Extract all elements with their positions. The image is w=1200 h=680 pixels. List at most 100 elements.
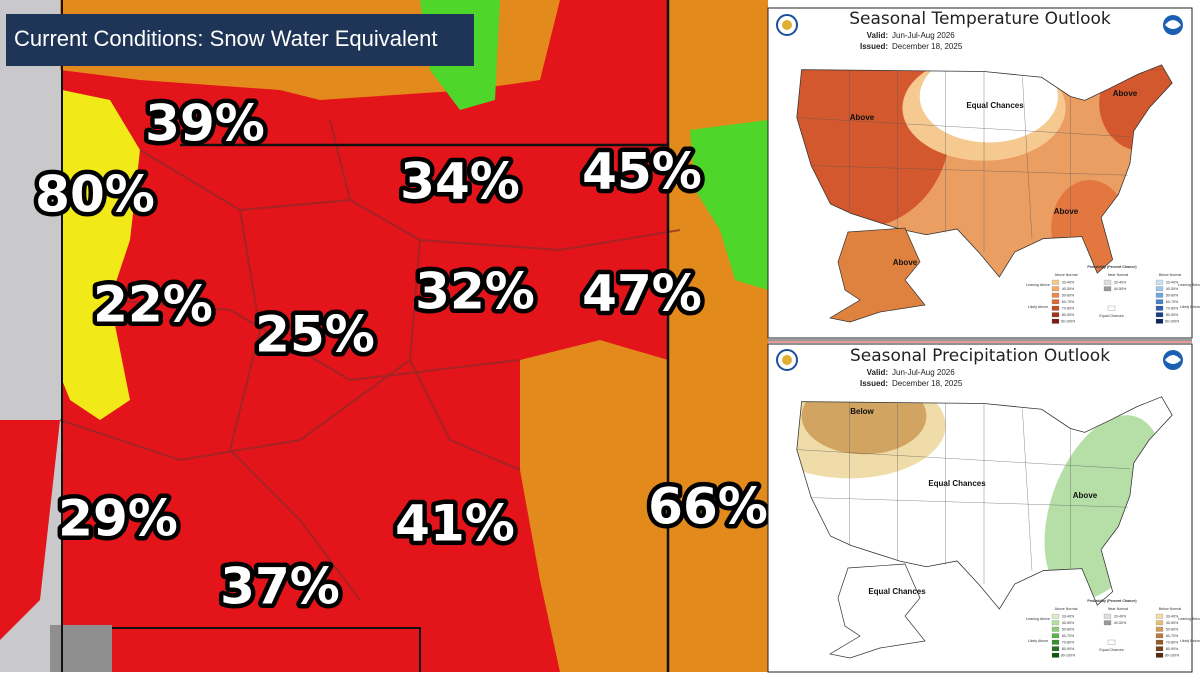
legend-side-label: Likely Below — [1180, 305, 1200, 309]
legend-bin: 40-50% — [1166, 621, 1179, 625]
alaska — [829, 227, 926, 323]
legend-swatch — [1155, 299, 1164, 305]
legend-bin: 70-80% — [1166, 641, 1179, 645]
legend-bin: 33-40% — [1114, 281, 1127, 285]
legend-title: Probability (Percent Chance) — [1087, 599, 1137, 603]
snow-map — [0, 0, 768, 672]
legend-swatch — [1155, 613, 1164, 619]
legend-swatch — [1051, 646, 1060, 652]
legend-bin: 40-50% — [1062, 621, 1075, 625]
legend-bin: 33-40% — [1166, 281, 1179, 285]
legend-swatch — [1155, 639, 1164, 645]
legend-column: Above Normal — [1055, 607, 1078, 611]
percent-label: 32% — [415, 263, 535, 321]
legend-swatch — [1155, 652, 1164, 658]
legend-swatch — [1051, 279, 1060, 285]
valid-period: Jun-Jul-Aug 2026 — [892, 31, 955, 40]
precipitation-title: Seasonal Precipitation Outlook — [850, 346, 1110, 366]
legend-bin: 50-60% — [1166, 628, 1179, 632]
legend-swatch — [1155, 626, 1164, 632]
legend-side-label: Likely Above — [1028, 305, 1048, 309]
legend-bin: 80-90% — [1062, 647, 1075, 651]
legend-bin: 50-60% — [1062, 294, 1075, 298]
legend-swatch — [1051, 613, 1060, 619]
legend-swatch — [1155, 279, 1164, 285]
map-label: Above — [1113, 89, 1138, 98]
legend-side-label: Leaning Below — [1178, 617, 1200, 621]
legend-swatch — [1051, 318, 1060, 324]
legend-column: Near Normal — [1108, 273, 1129, 277]
map-label: Below — [850, 407, 874, 416]
legend-swatch — [1155, 305, 1164, 311]
legend-swatch — [1051, 652, 1060, 658]
percent-label: 34% — [400, 153, 520, 211]
legend-swatch — [1051, 286, 1060, 292]
legend-swatch — [1103, 613, 1112, 619]
legend-bin: 90-100% — [1165, 320, 1180, 324]
valid-label: Valid: — [867, 368, 888, 377]
map-label: Above — [1073, 491, 1098, 500]
valid-period: Jun-Jul-Aug 2026 — [892, 368, 955, 377]
percent-label: 39% — [145, 95, 265, 153]
legend-bin: 90-100% — [1061, 654, 1076, 658]
legend-bin: 40-50% — [1062, 287, 1075, 291]
valid-label: Valid: — [867, 31, 888, 40]
legend-bin: 33-40% — [1166, 615, 1179, 619]
legend-bin: 60-70% — [1062, 634, 1075, 638]
legend-swatch — [1107, 639, 1116, 645]
issued-date: December 18, 2025 — [892, 379, 963, 388]
legend-side-label: Equal Chances — [1099, 648, 1124, 652]
legend-bin: 40-50% — [1114, 621, 1127, 625]
alaska — [829, 563, 926, 659]
percent-label: 41% — [395, 495, 515, 553]
legend-bin: 80-90% — [1166, 647, 1179, 651]
logo — [776, 14, 1183, 371]
map-label: Above — [850, 113, 875, 122]
legend-swatch — [1051, 620, 1060, 626]
legend-bin: 90-100% — [1061, 320, 1076, 324]
legend-side-label: Leaning Above — [1026, 283, 1050, 287]
legend-bin: 60-70% — [1166, 300, 1179, 304]
percent-label: 66% — [648, 478, 768, 536]
map-label: Equal Chances — [928, 479, 986, 488]
legend-swatch — [1103, 279, 1112, 285]
legend-swatch — [1051, 639, 1060, 645]
legend-column: Near Normal — [1108, 607, 1129, 611]
legend-bin: 33-40% — [1062, 615, 1075, 619]
legend-bin: 40-50% — [1114, 287, 1127, 291]
snow-title: Current Conditions: Snow Water Equivalen… — [14, 26, 438, 51]
legend-swatch — [1051, 626, 1060, 632]
legend-side-label: Leaning Above — [1026, 617, 1050, 621]
legend-swatch — [1103, 286, 1112, 292]
legend-bin: 90-100% — [1165, 654, 1180, 658]
legend-swatch — [1155, 312, 1164, 318]
legend-swatch — [1155, 646, 1164, 652]
legend-swatch — [1051, 633, 1060, 639]
legend-swatch — [1051, 299, 1060, 305]
percent-label: 22% — [93, 276, 213, 334]
legend-bin: 33-40% — [1114, 615, 1127, 619]
legend-swatch — [1051, 312, 1060, 318]
legend-column: Below Normal — [1159, 607, 1182, 611]
percent-label: 25% — [255, 306, 375, 364]
issued-date: December 18, 2025 — [892, 42, 963, 51]
legend-bin: 33-40% — [1062, 281, 1075, 285]
map-label: Above — [893, 258, 918, 267]
legend-swatch — [1155, 318, 1164, 324]
legend-swatch — [1107, 305, 1116, 311]
legend-side-label: Leaning Below — [1178, 283, 1200, 287]
legend-swatch — [1051, 292, 1060, 298]
legend-swatch — [1103, 620, 1112, 626]
issued-label: Issued: — [860, 379, 888, 388]
legend-bin: 70-80% — [1166, 307, 1179, 311]
legend-column: Above Normal — [1055, 273, 1078, 277]
legend-side-label: Likely Below — [1180, 639, 1200, 643]
legend-bin: 80-90% — [1062, 313, 1075, 317]
legend-bin: 50-60% — [1166, 294, 1179, 298]
map-label: Above — [1054, 207, 1079, 216]
legend-bin: 70-80% — [1062, 641, 1075, 645]
legend-bin: 60-70% — [1166, 634, 1179, 638]
legend-bin: 40-50% — [1166, 287, 1179, 291]
temperature-title: Seasonal Temperature Outlook — [849, 9, 1111, 29]
